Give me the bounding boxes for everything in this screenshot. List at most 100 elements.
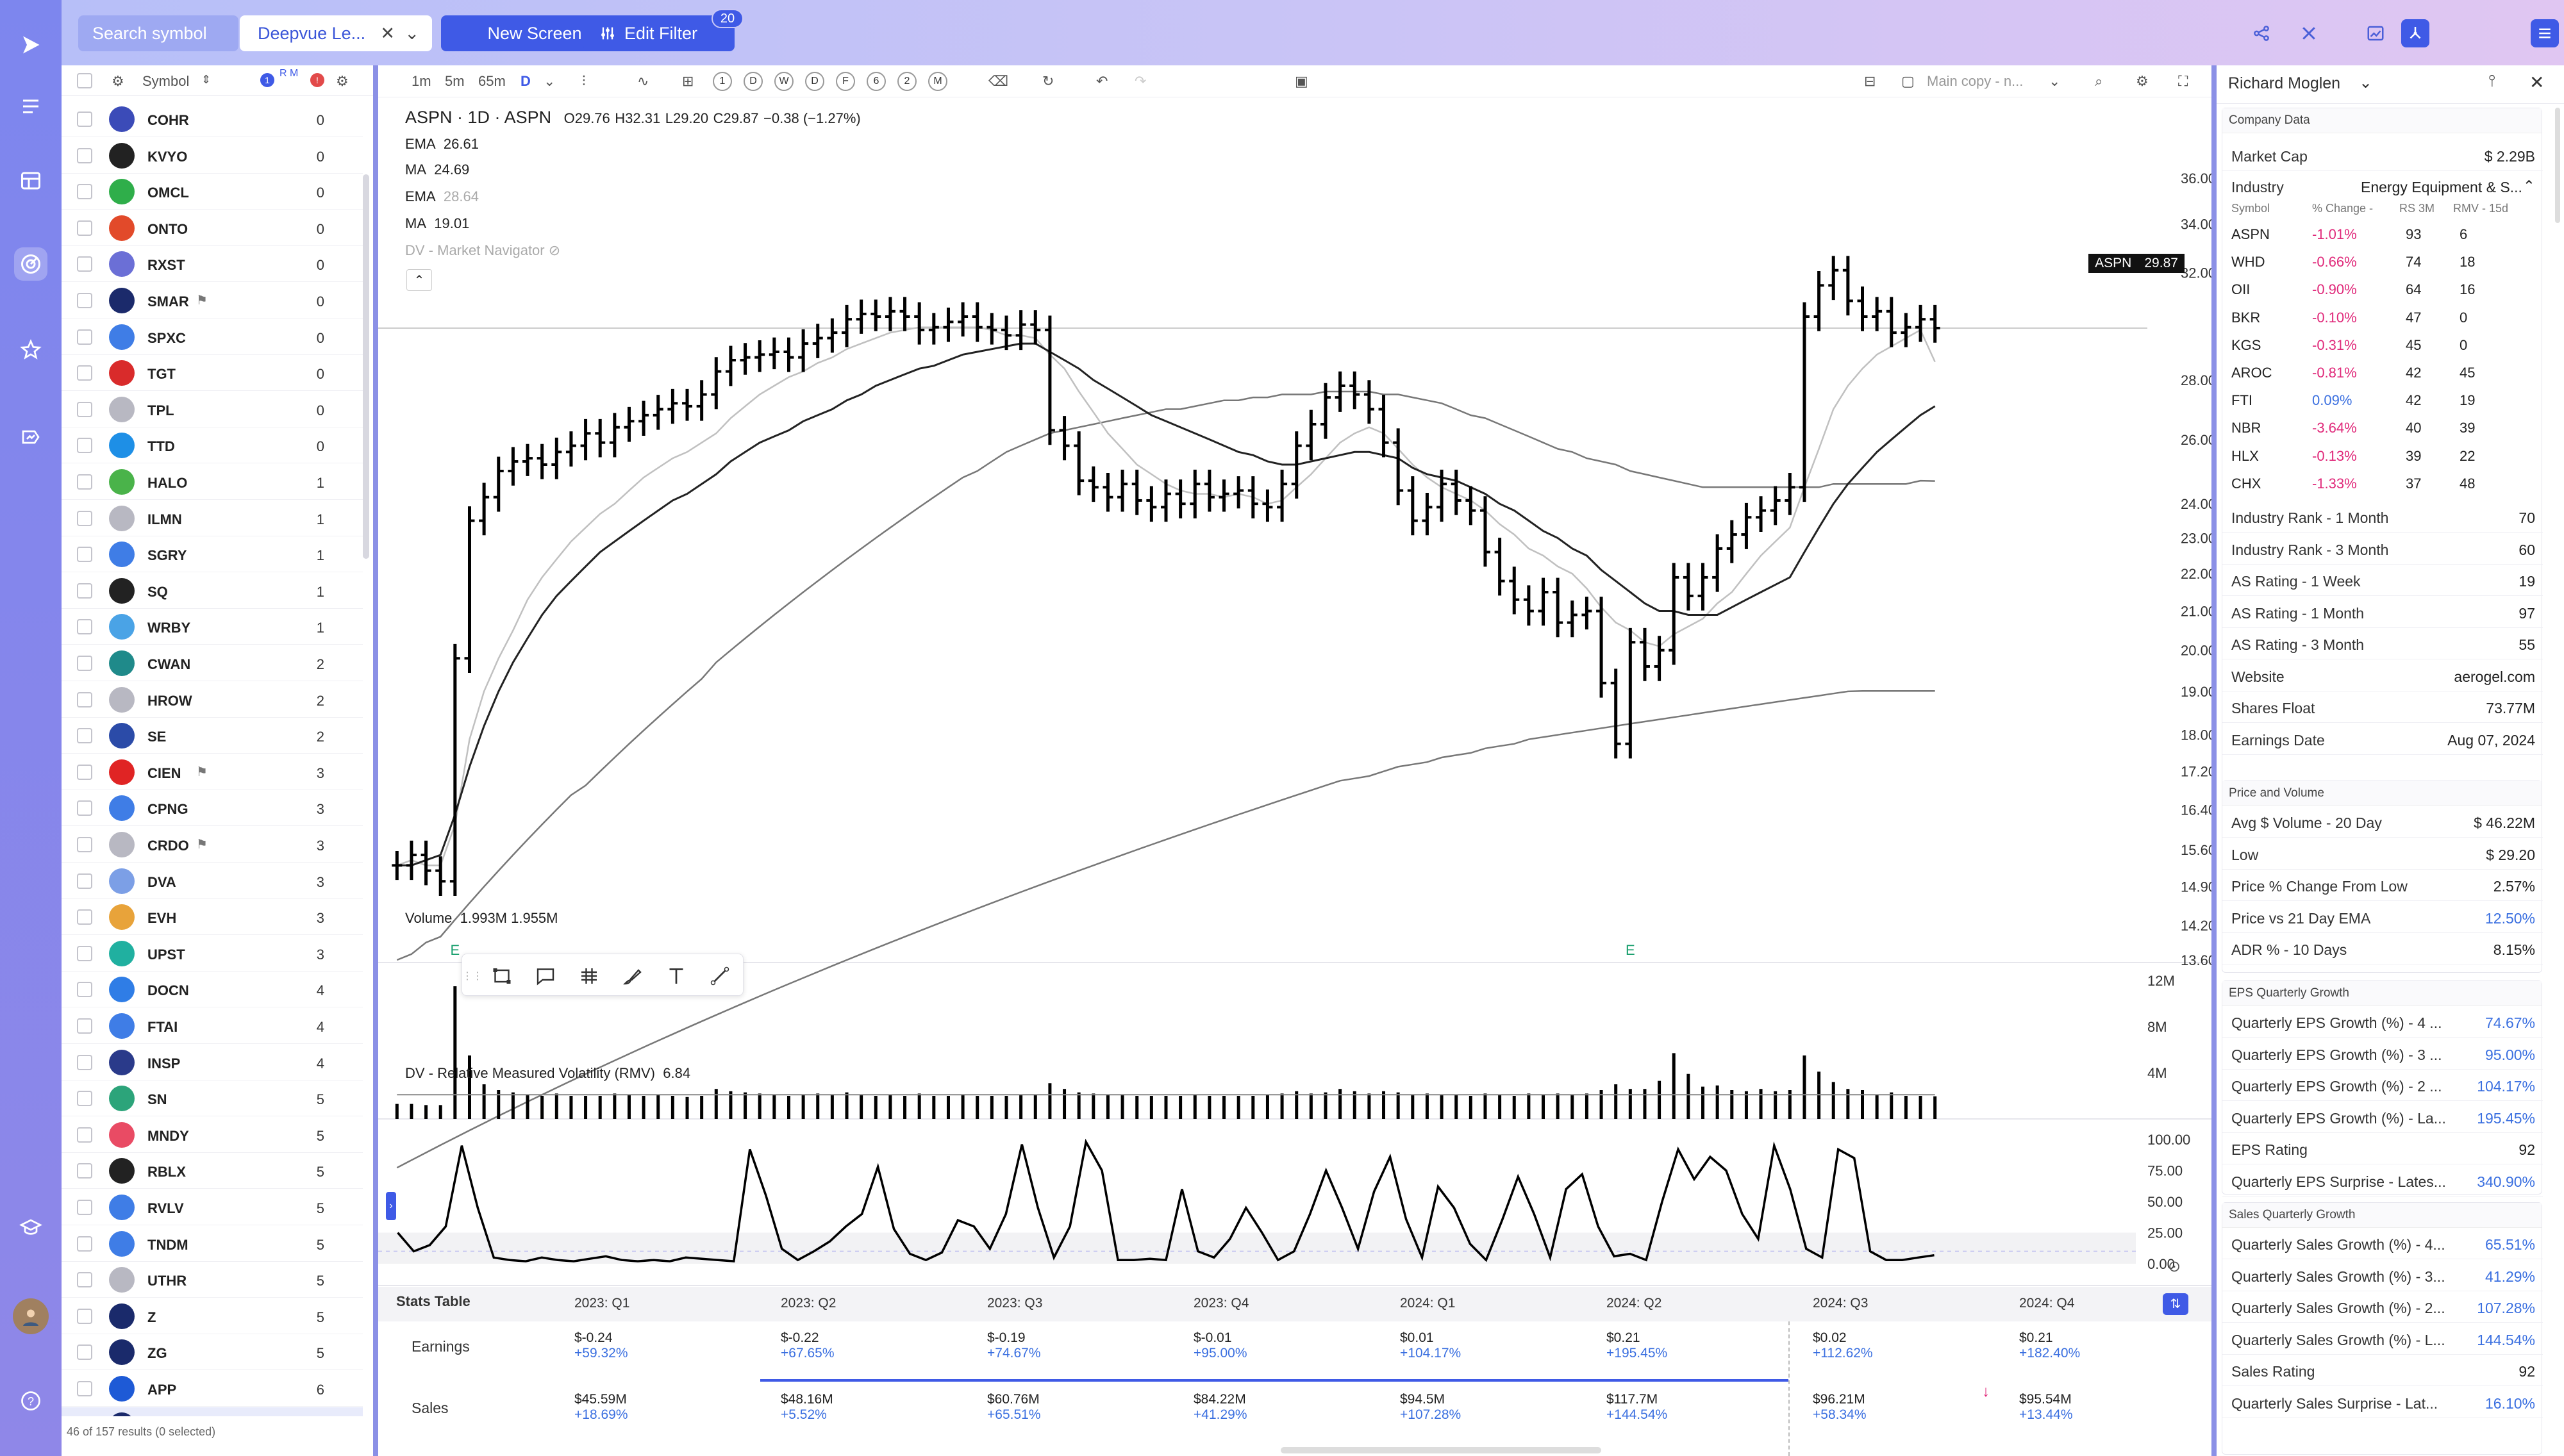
- flag-icon[interactable]: ⚑: [196, 838, 208, 852]
- watchlist-row[interactable]: DOCN 4: [62, 972, 363, 1008]
- user-name[interactable]: Richard Moglen: [2228, 74, 2341, 92]
- watchlist-row[interactable]: MNDY 5: [62, 1117, 363, 1153]
- edit-filter-button[interactable]: Edit Filter: [583, 15, 735, 51]
- period-w[interactable]: W: [774, 72, 794, 91]
- compare-icon[interactable]: ∿: [637, 73, 649, 89]
- avatar[interactable]: [13, 1298, 49, 1334]
- watchlist-row[interactable]: APP 6: [62, 1371, 363, 1407]
- watchlist-row[interactable]: CIEN ⚑ 3: [62, 754, 363, 790]
- save-icon[interactable]: ▣: [1295, 73, 1308, 89]
- row-checkbox[interactable]: [77, 800, 92, 816]
- right-panel-scrollbar[interactable]: [2555, 108, 2560, 223]
- chart-icon[interactable]: [2361, 19, 2390, 47]
- peer-row[interactable]: KGS -0.31% 45 0: [2222, 331, 2543, 358]
- star-icon[interactable]: [14, 333, 47, 367]
- watchlist-row[interactable]: TPL 0: [62, 392, 363, 427]
- watchlist-row[interactable]: RXST 0: [62, 246, 363, 283]
- gear-icon[interactable]: ⚙: [112, 73, 124, 89]
- fullscreen-icon[interactable]: ⛶: [2178, 73, 2188, 89]
- interval-daily[interactable]: D: [520, 73, 531, 89]
- template-grid-icon[interactable]: ⊞: [682, 73, 694, 89]
- refresh-icon[interactable]: ↻: [1042, 73, 1054, 89]
- watchlist-row[interactable]: INSP 4: [62, 1045, 363, 1080]
- watchlist-row[interactable]: TTD 0: [62, 427, 363, 464]
- list-view-icon[interactable]: [2531, 19, 2559, 47]
- signal-icon[interactable]: [14, 420, 47, 454]
- chevron-down-icon[interactable]: ⌄: [2049, 73, 2061, 89]
- watchlist-row[interactable]: CPNG 3: [62, 790, 363, 827]
- interval-65m[interactable]: 65m: [478, 73, 506, 89]
- chevron-down-icon[interactable]: ⌄: [404, 23, 419, 43]
- folder-icon[interactable]: ▢: [1901, 73, 1915, 89]
- close-icon[interactable]: ✕: [2529, 72, 2545, 92]
- row-checkbox[interactable]: [77, 547, 92, 563]
- row-checkbox[interactable]: [77, 1163, 92, 1179]
- row-checkbox[interactable]: [77, 438, 92, 454]
- watchlist-row[interactable]: TGT 0: [62, 355, 363, 392]
- row-checkbox[interactable]: [77, 510, 92, 526]
- peer-row[interactable]: CHX -1.33% 37 48: [2222, 469, 2543, 497]
- row-checkbox[interactable]: [77, 1236, 92, 1252]
- row-checkbox[interactable]: [77, 837, 92, 852]
- layout-icon[interactable]: [14, 164, 47, 197]
- watchlist-row[interactable]: OMCL 0: [62, 174, 363, 210]
- rank-column-header[interactable]: R M: [279, 68, 299, 79]
- trendline-tool-icon[interactable]: [707, 963, 733, 989]
- watchlist-row[interactable]: CWAN 2: [62, 645, 363, 681]
- fib-tool-icon[interactable]: [576, 963, 602, 989]
- row-checkbox[interactable]: [77, 728, 92, 744]
- watchlist-row[interactable]: EVH 3: [62, 899, 363, 936]
- row-checkbox[interactable]: [77, 112, 92, 127]
- watchlist-row[interactable]: SGRY 1: [62, 536, 363, 573]
- row-checkbox[interactable]: [77, 1091, 92, 1107]
- zoom-icon[interactable]: ⌕: [2095, 73, 2103, 89]
- graduation-cap-icon[interactable]: [14, 1211, 47, 1245]
- watchlist-row[interactable]: ILMN 1: [62, 500, 363, 536]
- scanner-icon[interactable]: [2401, 19, 2429, 47]
- info-icon[interactable]: 1: [260, 73, 274, 87]
- collapse-legend-button[interactable]: ⌃: [406, 269, 432, 291]
- row-checkbox[interactable]: [77, 1272, 92, 1288]
- watchlist-row[interactable]: SN 5: [62, 1080, 363, 1117]
- peer-row[interactable]: NBR -3.64% 40 39: [2222, 413, 2543, 441]
- watchlist-row[interactable]: RVLV 5: [62, 1189, 363, 1225]
- share-icon[interactable]: [2247, 19, 2276, 47]
- watchlist-row[interactable]: CRDO ⚑ 3: [62, 827, 363, 863]
- row-checkbox[interactable]: [77, 1054, 92, 1070]
- rectangle-tool-icon[interactable]: [489, 963, 515, 989]
- peer-row[interactable]: BKR -0.10% 47 0: [2222, 303, 2543, 331]
- row-checkbox[interactable]: [77, 474, 92, 490]
- row-checkbox[interactable]: [77, 293, 92, 308]
- chevron-down-icon[interactable]: ⌄: [544, 73, 556, 89]
- row-checkbox[interactable]: [77, 1381, 92, 1396]
- row-checkbox[interactable]: [77, 256, 92, 272]
- comment-tool-icon[interactable]: [533, 963, 558, 989]
- sort-icon[interactable]: ⇕: [201, 73, 212, 86]
- screen-selector[interactable]: Deepvue Le... ✕ ⌄: [240, 15, 432, 51]
- row-checkbox[interactable]: [77, 401, 92, 417]
- select-all-checkbox[interactable]: [77, 73, 92, 88]
- period-f[interactable]: F: [836, 72, 855, 91]
- time-settings-icon[interactable]: ⊙: [2168, 1258, 2181, 1275]
- help-icon[interactable]: ?: [14, 1384, 47, 1418]
- settings-icon[interactable]: ⚙: [336, 73, 349, 89]
- peer-row[interactable]: AROC -0.81% 42 45: [2222, 358, 2543, 386]
- row-checkbox[interactable]: [77, 1344, 92, 1361]
- row-checkbox[interactable]: [77, 945, 92, 961]
- watchlist-row[interactable]: WRBY 1: [62, 609, 363, 645]
- row-checkbox[interactable]: [77, 329, 92, 345]
- text-tool-icon[interactable]: [663, 963, 689, 989]
- peer-row[interactable]: FTI 0.09% 42 19: [2222, 386, 2543, 413]
- search-symbol-input[interactable]: Search symbol: [78, 15, 238, 51]
- layout-grid-icon[interactable]: ⊟: [1864, 73, 1876, 89]
- watchlist-row[interactable]: RBLX 5: [62, 1153, 363, 1189]
- undo-icon[interactable]: ↶: [1096, 73, 1108, 89]
- watchlist-row[interactable]: FTAI 4: [62, 1008, 363, 1044]
- flag-icon[interactable]: ⚑: [196, 765, 208, 779]
- menu-icon[interactable]: [14, 90, 47, 123]
- watchlist-row[interactable]: SPXC 0: [62, 319, 363, 355]
- logo-play-icon[interactable]: [14, 28, 47, 62]
- redo-icon[interactable]: ↷: [1135, 73, 1147, 89]
- row-checkbox[interactable]: [77, 764, 92, 780]
